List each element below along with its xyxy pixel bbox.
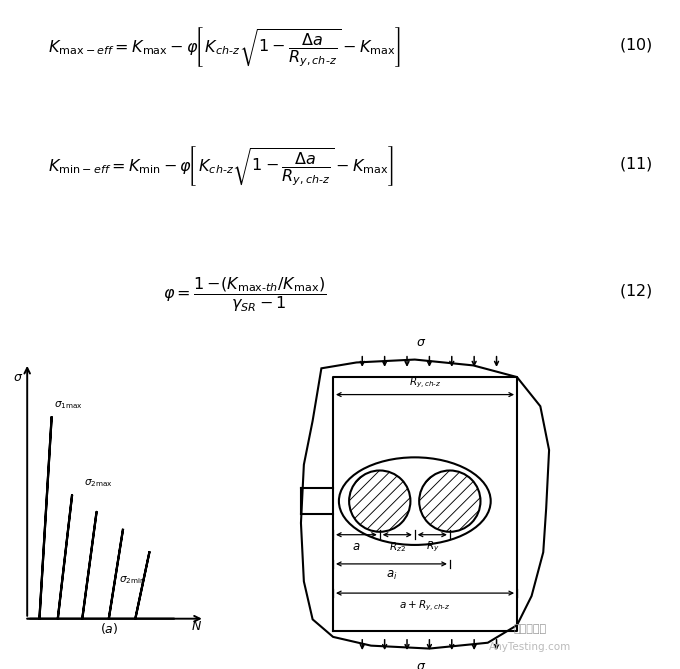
Text: $a_i$: $a_i$ [386,569,397,582]
Text: $a$: $a$ [352,540,360,553]
Text: $(10)$: $(10)$ [619,36,653,54]
Text: $\varphi = \dfrac{1-\!\left(K_{\mathrm{max\text{-}}th}/K_{\mathrm{max}}\right)}{: $\varphi = \dfrac{1-\!\left(K_{\mathrm{m… [163,274,326,314]
Text: $(b)$: $(b)$ [405,668,424,669]
Text: $R_{z2}$: $R_{z2}$ [389,540,406,554]
Text: $K_{\mathrm{max-}eff} = K_{\mathrm{max}} - \varphi\!\left[\,K_{ch\text{-}z}\sqrt: $K_{\mathrm{max-}eff} = K_{\mathrm{max}}… [48,25,401,69]
Text: $\sigma$: $\sigma$ [13,371,23,383]
Text: $(a)$: $(a)$ [100,621,118,636]
Text: $\sigma$: $\sigma$ [415,660,426,669]
Text: $\sigma_{1\max}$: $\sigma_{1\max}$ [54,399,82,411]
Text: $R_y$: $R_y$ [426,540,439,555]
Text: $K_{\mathrm{min-}eff} = K_{\mathrm{min}} - \varphi\!\left[\,K_{ch\text{-}z}\sqrt: $K_{\mathrm{min-}eff} = K_{\mathrm{min}}… [48,145,394,188]
Text: $(11)$: $(11)$ [619,155,653,173]
Text: $\sigma$: $\sigma$ [415,337,426,349]
Text: $(12)$: $(12)$ [619,282,653,300]
Text: $\sigma_{2\max}$: $\sigma_{2\max}$ [84,478,113,490]
Text: $N$: $N$ [191,619,202,633]
Text: $R_{y,ch\text{-}z}$: $R_{y,ch\text{-}z}$ [409,376,441,390]
Text: $\sigma_{2\min}$: $\sigma_{2\min}$ [119,574,146,585]
Text: $a + R_{y,ch\text{-}z}$: $a + R_{y,ch\text{-}z}$ [399,598,451,613]
Text: 嘉峪检测网: 嘉峪检测网 [514,624,547,634]
Text: AnyTesting.com: AnyTesting.com [490,642,571,652]
